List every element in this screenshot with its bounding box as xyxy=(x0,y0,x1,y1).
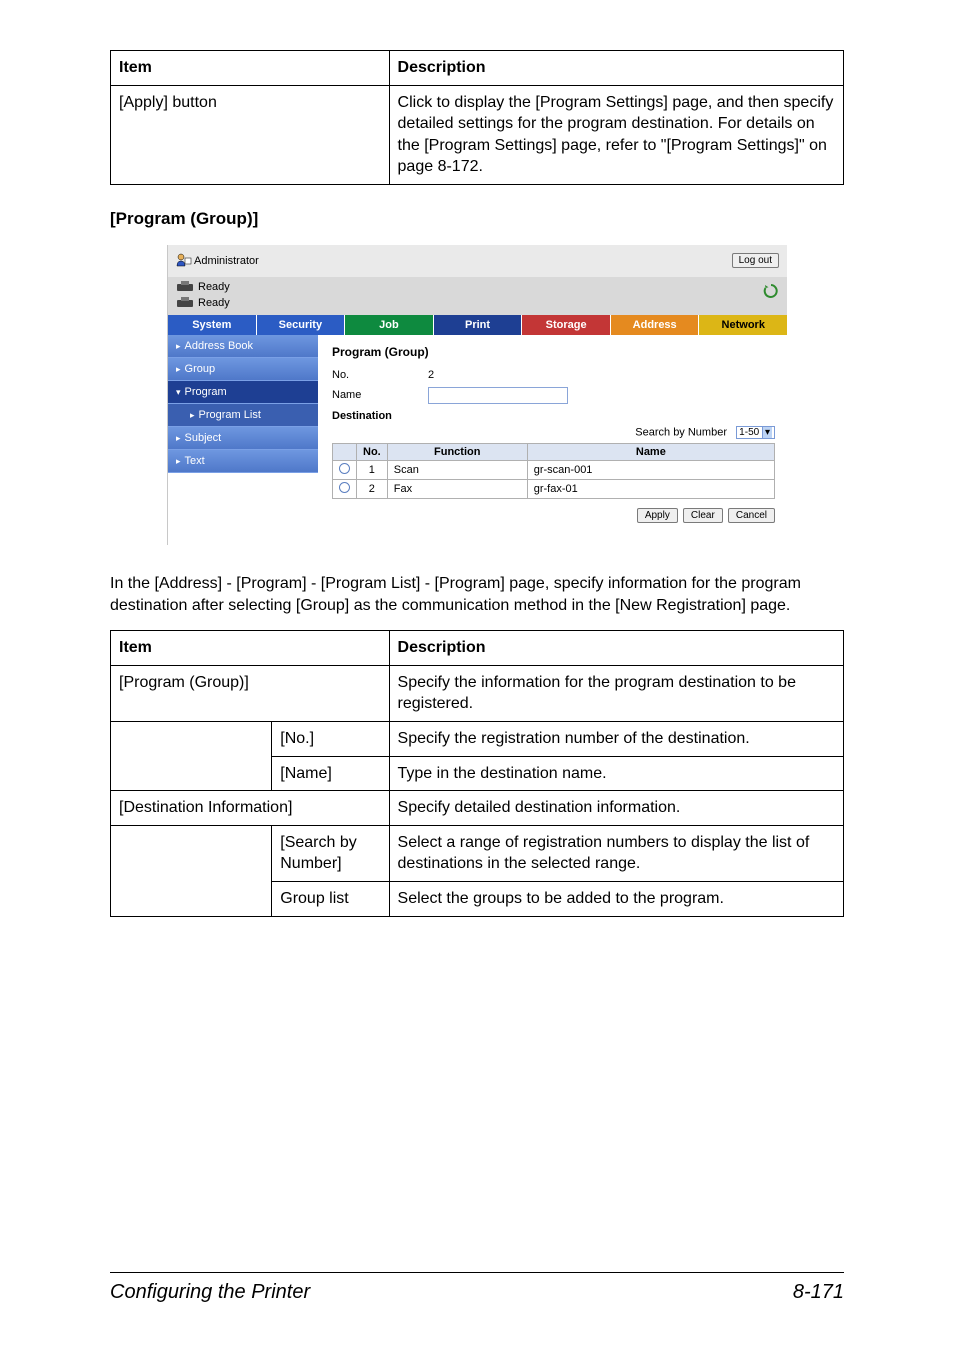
ui-status: Ready Ready xyxy=(168,277,787,315)
td-sub-line: Number] xyxy=(280,855,341,872)
th-desc: Description xyxy=(389,631,843,666)
printer-icon-2 xyxy=(176,297,194,309)
destination-heading: Destination xyxy=(332,410,775,422)
td-sub-line: [Search by xyxy=(280,834,356,851)
tab-security[interactable]: Security xyxy=(257,315,346,335)
destination-table: No. Function Name 1 Scan gr-scan-001 2 F… xyxy=(332,443,775,499)
td-desc: Click to display the [Program Settings] … xyxy=(389,85,843,184)
sidebar: ▸ Address Book ▸ Group ▾ Program ▸ Program L… xyxy=(168,335,318,545)
footer-left: Configuring the Printer xyxy=(110,1281,310,1304)
td-desc: Specify the information for the program … xyxy=(389,665,843,721)
admin-icon xyxy=(176,253,192,267)
td-blank xyxy=(111,825,272,916)
radio-icon[interactable] xyxy=(339,463,350,474)
refresh-icon[interactable] xyxy=(763,283,779,299)
cell-name: gr-scan-001 xyxy=(527,460,774,479)
printer-icon xyxy=(176,281,194,293)
search-select[interactable]: 1-50 ▾ xyxy=(736,426,775,439)
tab-print[interactable]: Print xyxy=(434,315,523,335)
tab-system[interactable]: System xyxy=(168,315,257,335)
sidebar-item-program-list[interactable]: ▸ Program List xyxy=(168,404,318,427)
apply-button-table: Item Description [Apply] button Click to… xyxy=(110,50,844,185)
chevron-right-icon: ▸ xyxy=(176,456,181,466)
sidebar-item-label: Subject xyxy=(185,432,222,444)
sidebar-item-group[interactable]: ▸ Group xyxy=(168,358,318,381)
td-item: [Destination Information] xyxy=(111,791,390,826)
no-value: 2 xyxy=(428,369,434,381)
chevron-right-icon: ▸ xyxy=(176,341,181,351)
th-func: Function xyxy=(387,443,527,460)
cell-func: Fax xyxy=(387,479,527,498)
cell-name: gr-fax-01 xyxy=(527,479,774,498)
th-radio xyxy=(333,443,357,460)
tab-address[interactable]: Address xyxy=(611,315,700,335)
td-desc: Select a range of registration numbers t… xyxy=(389,825,843,881)
search-range-value: 1-50 xyxy=(739,427,759,438)
td-sub: [Search by Number] xyxy=(272,825,389,881)
td-sub: [Name] xyxy=(272,756,389,791)
th-item: Item xyxy=(111,51,390,86)
section-heading: [Program (Group)] xyxy=(110,209,844,229)
td-sub: Group list xyxy=(272,881,389,916)
td-sub: [No.] xyxy=(272,721,389,756)
search-label: Search by Number xyxy=(635,426,727,438)
logout-button[interactable]: Log out xyxy=(732,253,779,268)
tab-network[interactable]: Network xyxy=(699,315,787,335)
td-item: [Program (Group)] xyxy=(111,665,390,721)
body-paragraph: In the [Address] - [Program] - [Program … xyxy=(110,573,844,616)
tab-storage[interactable]: Storage xyxy=(522,315,611,335)
status-ready-1: Ready xyxy=(198,281,230,293)
sidebar-item-program[interactable]: ▾ Program xyxy=(168,381,318,404)
sidebar-item-label: Text xyxy=(185,455,205,467)
tab-job[interactable]: Job xyxy=(345,315,434,335)
sidebar-item-text[interactable]: ▸ Text xyxy=(168,450,318,473)
td-desc: Type in the destination name. xyxy=(389,756,843,791)
sidebar-item-label: Program List xyxy=(199,409,261,421)
ui-screenshot: Administrator Log out Ready Ready System… xyxy=(167,245,787,545)
td-item: [Apply] button xyxy=(111,85,390,184)
chevron-right-icon: ▸ xyxy=(190,410,195,420)
cell-func: Scan xyxy=(387,460,527,479)
chevron-right-icon: ▸ xyxy=(176,433,181,443)
page-footer: Configuring the Printer 8-171 xyxy=(110,1272,844,1304)
sidebar-item-label: Group xyxy=(185,363,216,375)
td-desc: Specify the registration number of the d… xyxy=(389,721,843,756)
td-desc: Select the groups to be added to the pro… xyxy=(389,881,843,916)
content-title: Program (Group) xyxy=(332,345,775,359)
chevron-down-icon: ▾ xyxy=(762,427,772,438)
status-ready-2: Ready xyxy=(198,297,230,309)
name-label: Name xyxy=(332,389,428,401)
table-row: 1 Scan gr-scan-001 xyxy=(333,460,775,479)
table-row: 2 Fax gr-fax-01 xyxy=(333,479,775,498)
sidebar-item-subject[interactable]: ▸ Subject xyxy=(168,427,318,450)
cell-no: 1 xyxy=(357,460,388,479)
content-pane: Program (Group) No. 2 Name Destination S… xyxy=(318,335,787,545)
sidebar-item-address-book[interactable]: ▸ Address Book xyxy=(168,335,318,358)
sidebar-item-label: Program xyxy=(185,386,227,398)
cell-no: 2 xyxy=(357,479,388,498)
td-blank xyxy=(111,721,272,790)
th-name: Name xyxy=(527,443,774,460)
name-input[interactable] xyxy=(428,387,568,404)
td-desc: Specify detailed destination information… xyxy=(389,791,843,826)
cancel-button[interactable]: Cancel xyxy=(728,508,775,523)
no-label: No. xyxy=(332,369,428,381)
tabs: System Security Job Print Storage Addres… xyxy=(168,315,787,335)
th-desc: Description xyxy=(389,51,843,86)
admin-label: Administrator xyxy=(194,255,259,267)
chevron-down-icon: ▾ xyxy=(176,387,181,397)
program-group-table: Item Description [Program (Group)] Speci… xyxy=(110,630,844,916)
clear-button[interactable]: Clear xyxy=(683,508,723,523)
th-item: Item xyxy=(111,631,390,666)
radio-icon[interactable] xyxy=(339,482,350,493)
apply-button[interactable]: Apply xyxy=(637,508,678,523)
sidebar-item-label: Address Book xyxy=(185,340,253,352)
ui-topbar: Administrator Log out xyxy=(168,245,787,277)
th-no: No. xyxy=(357,443,388,460)
chevron-right-icon: ▸ xyxy=(176,364,181,374)
footer-right: 8-171 xyxy=(793,1281,844,1304)
